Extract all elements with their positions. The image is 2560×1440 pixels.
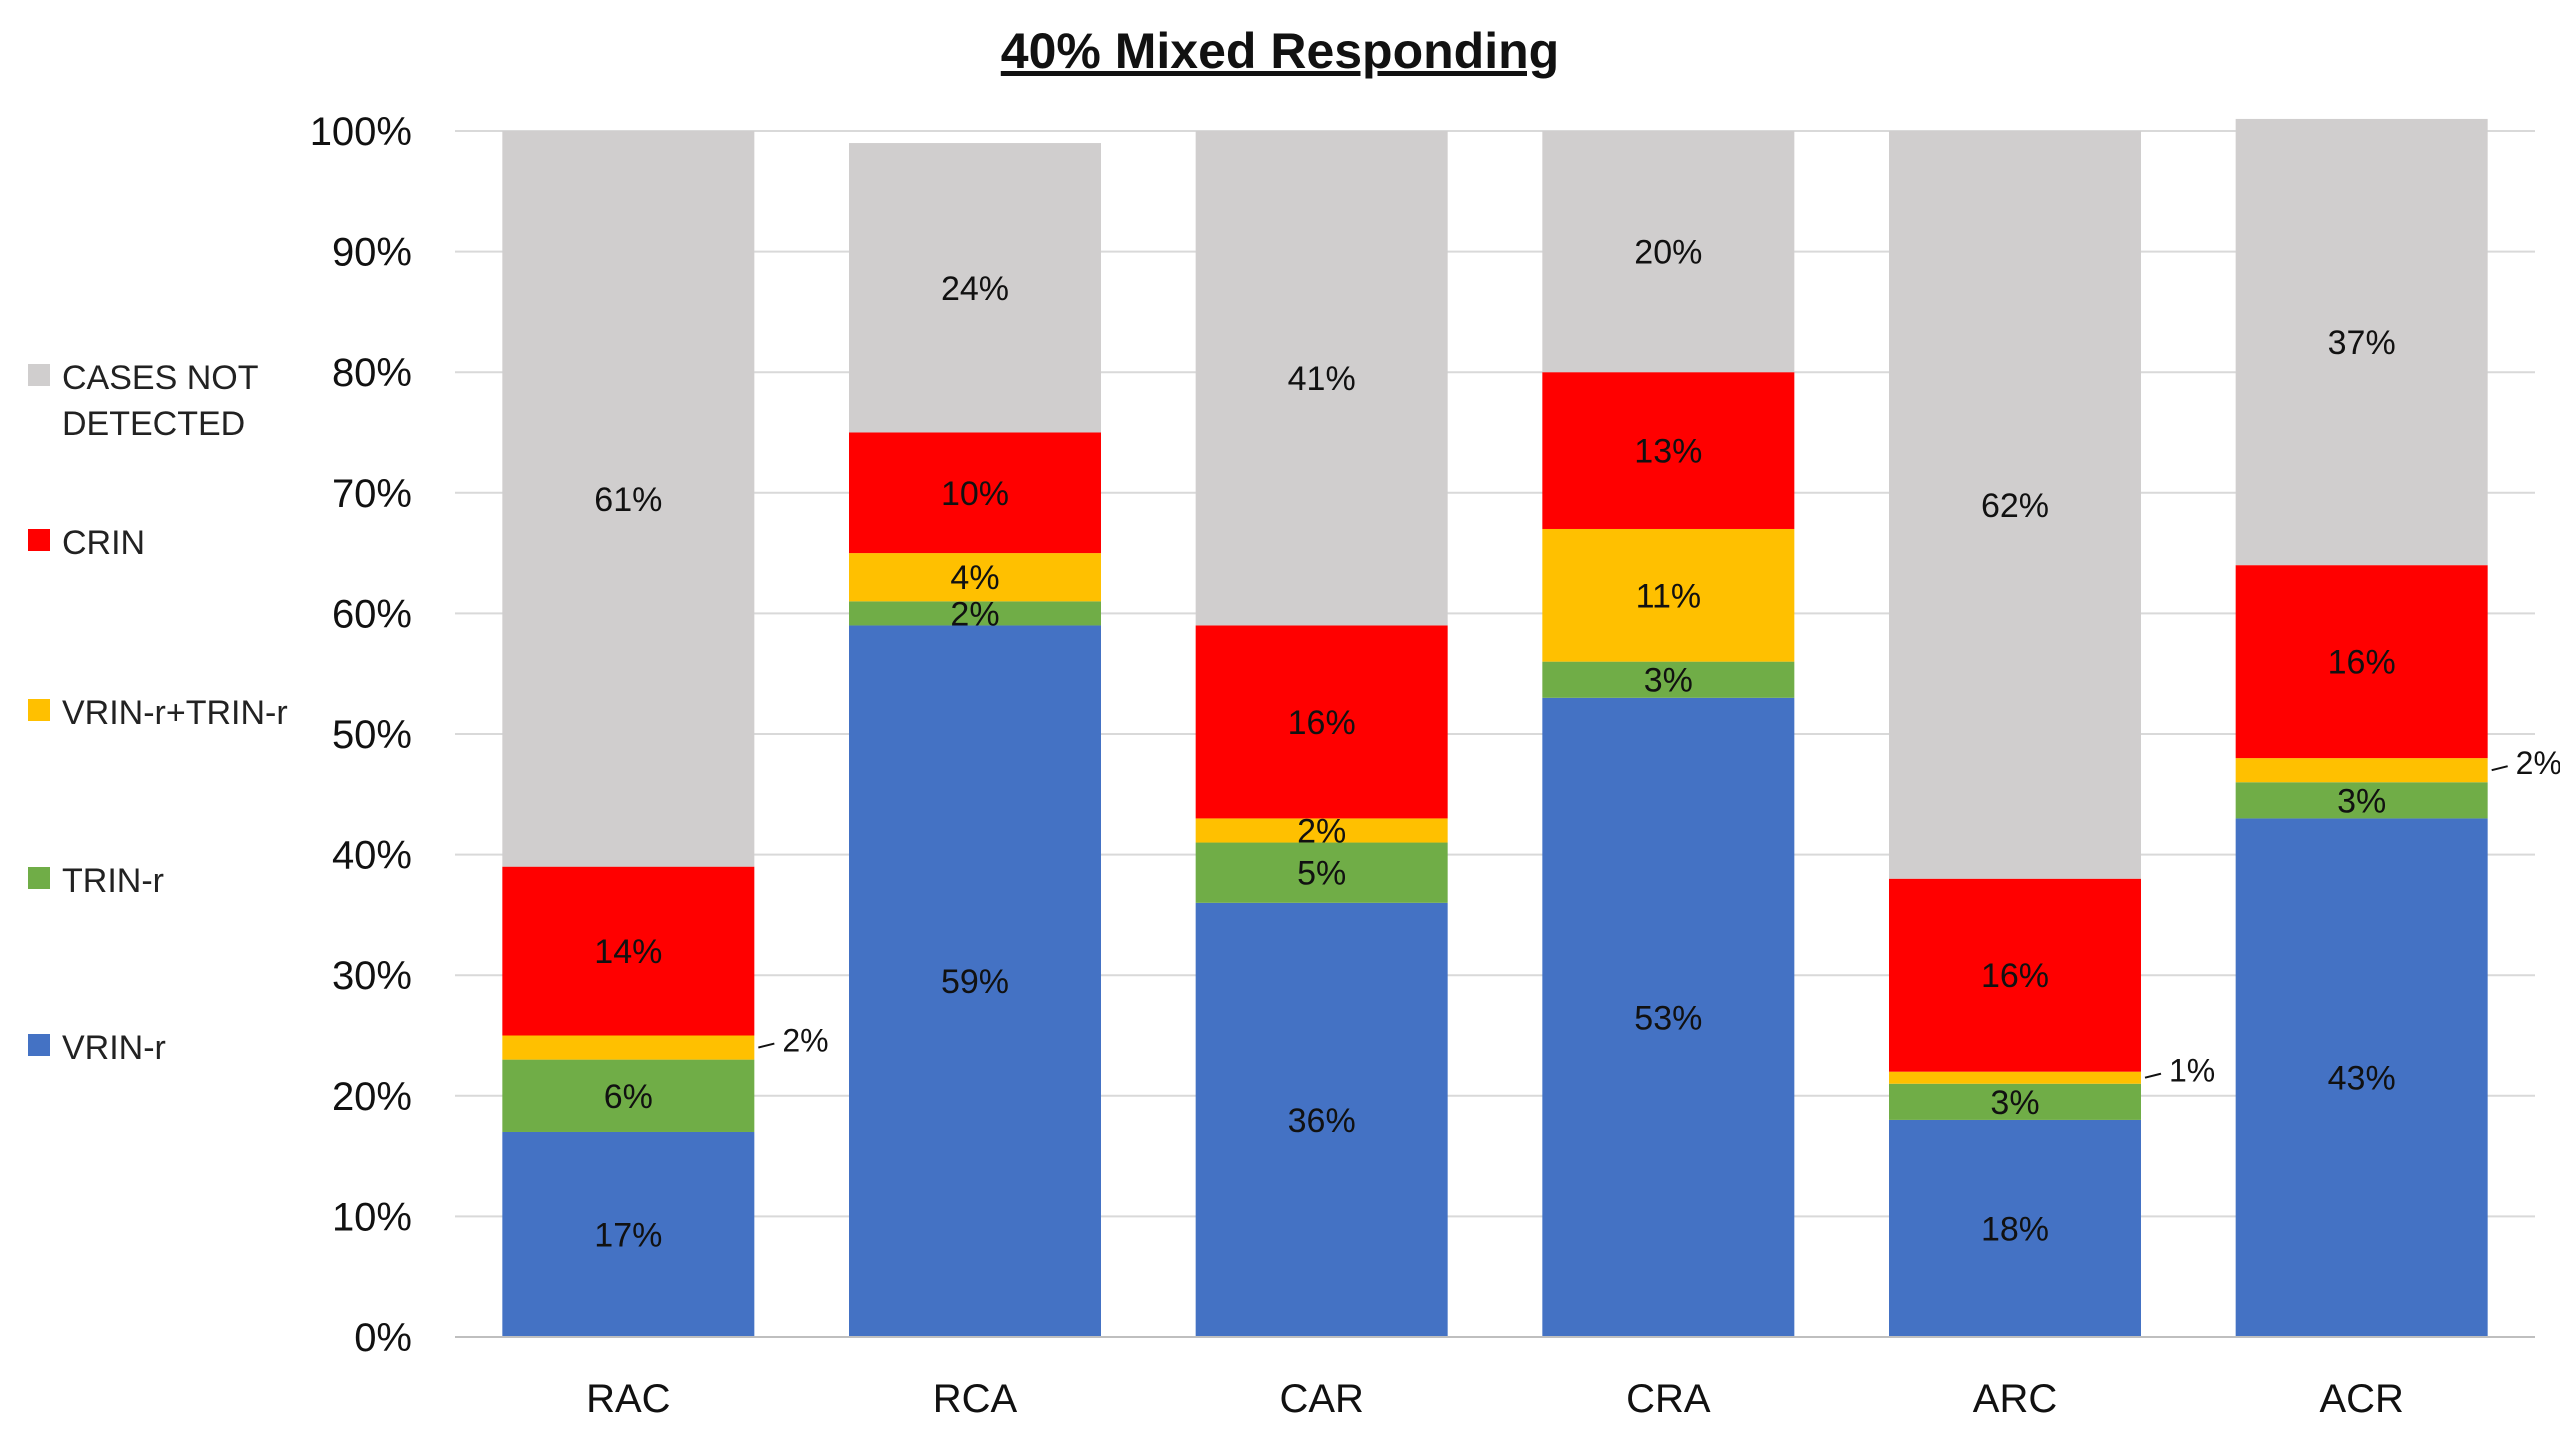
bar-segment bbox=[849, 553, 1101, 602]
bar-segment bbox=[2235, 118, 2488, 566]
y-tick-label: 100% bbox=[310, 110, 412, 154]
data-label: 1% bbox=[2169, 1053, 2215, 1089]
y-tick-label: 60% bbox=[332, 592, 412, 636]
bar-segment bbox=[1195, 131, 1448, 626]
bar-segment bbox=[849, 432, 1101, 554]
y-tick-label: 80% bbox=[332, 351, 412, 395]
bar-segment bbox=[1542, 131, 1795, 373]
bar-segment bbox=[849, 601, 1101, 626]
data-label: 3% bbox=[1990, 1084, 2039, 1122]
legend-swatch bbox=[28, 867, 50, 889]
bar-segment bbox=[1195, 902, 1448, 1337]
bar-segment bbox=[1542, 697, 1795, 1337]
data-label: 36% bbox=[1288, 1102, 1356, 1140]
bar-segment bbox=[849, 143, 1101, 433]
y-tick-label: 10% bbox=[332, 1195, 412, 1239]
legend-swatch bbox=[28, 699, 50, 721]
bar-segment bbox=[1195, 818, 1448, 843]
data-label: 2% bbox=[2516, 745, 2560, 781]
bar-segment bbox=[502, 1059, 755, 1132]
data-label: 6% bbox=[604, 1078, 653, 1116]
data-label: 2% bbox=[782, 1023, 828, 1059]
callout-leader bbox=[758, 1042, 775, 1049]
bar-segment bbox=[2235, 758, 2488, 783]
y-tick-label: 20% bbox=[332, 1075, 412, 1119]
callout-leader bbox=[2144, 1072, 2162, 1079]
legend-label: TRIN-r bbox=[62, 862, 164, 900]
data-label: 2% bbox=[950, 595, 999, 633]
legend-label: CRIN bbox=[62, 524, 146, 562]
bar-segment bbox=[502, 1131, 755, 1337]
data-label: 5% bbox=[1297, 855, 1346, 893]
data-label: 37% bbox=[2328, 324, 2396, 362]
legend-item: VRIN-r bbox=[28, 1025, 318, 1071]
data-label: 14% bbox=[594, 933, 662, 971]
legend-swatch bbox=[28, 364, 50, 386]
bar-segment bbox=[1542, 372, 1795, 529]
x-tick-label: ARC bbox=[1973, 1377, 2057, 1421]
bar-segment bbox=[502, 866, 755, 1036]
x-tick-label: ACR bbox=[2319, 1377, 2403, 1421]
data-label: 41% bbox=[1288, 360, 1356, 398]
bar-segment bbox=[2235, 565, 2488, 759]
legend-label: VRIN-r bbox=[62, 1029, 166, 1067]
y-tick-label: 50% bbox=[332, 713, 412, 757]
x-tick-label: CRA bbox=[1626, 1377, 1711, 1421]
chart-title: 40% Mixed Responding bbox=[1000, 23, 1560, 79]
data-label: 11% bbox=[1636, 577, 1702, 615]
bar-segment bbox=[1889, 1083, 2141, 1120]
y-tick-label: 40% bbox=[332, 834, 412, 878]
data-label: 3% bbox=[2337, 782, 2386, 820]
data-label: 16% bbox=[2328, 644, 2396, 682]
data-label: 24% bbox=[941, 270, 1009, 308]
data-label: 10% bbox=[941, 475, 1009, 513]
bar-segment bbox=[849, 625, 1101, 1337]
bar-segment bbox=[502, 131, 755, 867]
y-tick-label: 70% bbox=[332, 472, 412, 516]
bar-segment bbox=[1889, 131, 2141, 879]
data-label: 59% bbox=[941, 963, 1009, 1001]
legend-label: VRIN-r+TRIN-r bbox=[62, 694, 288, 732]
bar-segment bbox=[1195, 842, 1448, 903]
bar-segment bbox=[1889, 878, 2141, 1072]
legend-swatch bbox=[28, 529, 50, 551]
data-label: 18% bbox=[1981, 1210, 2049, 1248]
data-label: 2% bbox=[1297, 812, 1346, 850]
data-label: 16% bbox=[1981, 957, 2049, 995]
legend-item: VRIN-r+TRIN-r bbox=[28, 690, 318, 736]
legend-item: CASES NOT DETECTED bbox=[28, 355, 318, 447]
y-tick-label: 0% bbox=[354, 1316, 412, 1360]
legend-item: TRIN-r bbox=[28, 858, 318, 904]
x-tick-label: RAC bbox=[586, 1377, 670, 1421]
callout-leader bbox=[2491, 765, 2508, 772]
legend-item: CRIN bbox=[28, 520, 318, 566]
legend-label: CASES NOT DETECTED bbox=[62, 359, 258, 443]
data-label: 3% bbox=[1644, 662, 1693, 700]
data-label: 17% bbox=[594, 1216, 662, 1254]
data-label: 20% bbox=[1634, 234, 1702, 272]
data-label: 13% bbox=[1634, 433, 1702, 471]
data-label: 61% bbox=[594, 481, 662, 519]
bar-segment bbox=[1889, 1119, 2141, 1337]
data-label: 53% bbox=[1634, 999, 1702, 1037]
bar-segment bbox=[1195, 625, 1448, 819]
bar-segment bbox=[502, 1035, 755, 1060]
data-label: 43% bbox=[2328, 1060, 2396, 1098]
data-label: 4% bbox=[950, 559, 999, 597]
bar-segment bbox=[1889, 1071, 2141, 1084]
data-label: 62% bbox=[1981, 487, 2049, 525]
bar-segment bbox=[1542, 528, 1795, 662]
legend-swatch bbox=[28, 1034, 50, 1056]
y-tick-label: 30% bbox=[332, 954, 412, 998]
data-label: 16% bbox=[1288, 704, 1356, 742]
bar-segment bbox=[2235, 782, 2488, 819]
y-tick-label: 90% bbox=[332, 231, 412, 275]
bar-segment bbox=[2235, 818, 2488, 1337]
bar-segment bbox=[1542, 661, 1795, 698]
x-tick-label: RCA bbox=[933, 1377, 1018, 1421]
x-tick-label: CAR bbox=[1279, 1377, 1363, 1421]
